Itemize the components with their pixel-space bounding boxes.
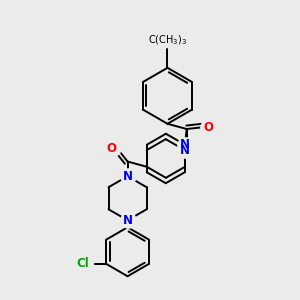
Text: N: N — [123, 214, 133, 227]
Text: O: O — [204, 121, 214, 134]
Text: N: N — [180, 138, 190, 151]
Text: Cl: Cl — [76, 257, 89, 271]
Text: N: N — [123, 170, 133, 183]
Text: O: O — [107, 142, 117, 155]
Text: C(CH$_3$)$_3$: C(CH$_3$)$_3$ — [148, 33, 187, 47]
Text: N: N — [180, 144, 190, 157]
